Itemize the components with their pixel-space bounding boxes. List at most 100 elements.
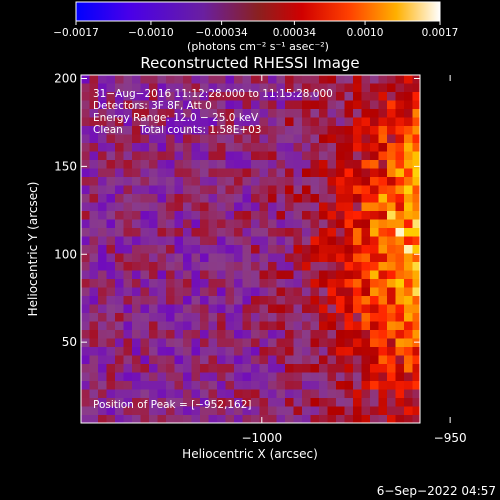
- heatmap-cell: [251, 415, 260, 423]
- heatmap-cell: [191, 253, 201, 263]
- heatmap-cell: [140, 372, 150, 382]
- heatmap-cell: [81, 92, 90, 101]
- heatmap-cell: [149, 143, 158, 152]
- heatmap-cell: [268, 253, 277, 263]
- heatmap-cell: [268, 389, 277, 399]
- heatmap-cell: [174, 202, 184, 212]
- heatmap-cell: [234, 117, 243, 127]
- heatmap-cell: [157, 347, 167, 356]
- heatmap-cell: [412, 83, 420, 93]
- heatmap-cell: [268, 168, 277, 178]
- heatmap-cell: [89, 211, 99, 220]
- heatmap-cell: [276, 389, 286, 399]
- heatmap-cell: [336, 143, 345, 152]
- heatmap-cell: [404, 211, 413, 220]
- heatmap-cell: [302, 245, 311, 254]
- heatmap-cell: [183, 321, 192, 331]
- heatmap-cell: [183, 372, 192, 382]
- heatmap-cell: [327, 134, 337, 144]
- heatmap-cell: [302, 270, 311, 280]
- heatmap-cell: [115, 126, 124, 135]
- heatmap-cell: [276, 151, 286, 161]
- heatmap-cell: [123, 253, 133, 263]
- heatmap-cell: [242, 253, 252, 263]
- heatmap-cell: [268, 194, 277, 203]
- heatmap-cell: [395, 279, 405, 288]
- heatmap-cell: [234, 347, 243, 356]
- heatmap-cell: [242, 270, 252, 280]
- heatmap-cell: [174, 406, 184, 416]
- heatmap-cell: [242, 228, 252, 237]
- heatmap-cell: [98, 211, 107, 220]
- heatmap-cell: [344, 347, 354, 356]
- heatmap-cell: [293, 347, 303, 356]
- heatmap-cell: [191, 100, 201, 110]
- heatmap-cell: [234, 304, 243, 314]
- heatmap-cell: [166, 202, 175, 212]
- heatmap-cell: [293, 245, 303, 254]
- heatmap-cell: [310, 83, 320, 93]
- heatmap-cell: [81, 304, 90, 314]
- heatmap-cell: [166, 296, 175, 305]
- heatmap-cell: [268, 219, 277, 229]
- heatmap-cell: [200, 381, 209, 390]
- heatmap-cell: [123, 75, 133, 84]
- heatmap-cell: [183, 168, 192, 178]
- heatmap-cell: [378, 389, 388, 399]
- heatmap-cell: [327, 313, 337, 322]
- heatmap-cell: [174, 117, 184, 127]
- heatmap-cell: [200, 134, 209, 144]
- heatmap-cell: [81, 287, 90, 297]
- heatmap-cell: [123, 262, 133, 271]
- heatmap-cell: [140, 236, 150, 246]
- heatmap-cell: [81, 143, 90, 152]
- heatmap-cell: [319, 372, 328, 382]
- heatmap-cell: [115, 194, 124, 203]
- heatmap-cell: [140, 92, 150, 101]
- heatmap-cell: [200, 253, 209, 263]
- heatmap-cell: [370, 109, 379, 118]
- heatmap-cell: [217, 211, 226, 220]
- heatmap-cell: [361, 202, 371, 212]
- heatmap-cell: [276, 296, 286, 305]
- heatmap-cell: [98, 296, 107, 305]
- heatmap-cell: [242, 177, 252, 186]
- heatmap-cell: [404, 151, 413, 161]
- heatmap-cell: [234, 270, 243, 280]
- heatmap-cell: [140, 245, 150, 254]
- heatmap-cell: [353, 313, 362, 322]
- heatmap-cell: [89, 313, 99, 322]
- heatmap-cell: [225, 364, 235, 373]
- heatmap-cell: [395, 143, 405, 152]
- heatmap-cell: [310, 211, 320, 220]
- heatmap-cell: [344, 160, 354, 169]
- heatmap-cell: [98, 194, 107, 203]
- heatmap-cell: [319, 287, 328, 297]
- heatmap-cell: [225, 202, 235, 212]
- heatmap-cell: [404, 160, 413, 169]
- heatmap-cell: [276, 160, 286, 169]
- heatmap-cell: [234, 245, 243, 254]
- heatmap-cell: [174, 364, 184, 373]
- heatmap-cell: [183, 134, 192, 144]
- heatmap-cell: [412, 415, 420, 423]
- heatmap-cell: [234, 211, 243, 220]
- heatmap-cell: [242, 355, 252, 365]
- heatmap-cell: [370, 415, 379, 423]
- heatmap-cell: [412, 321, 420, 331]
- heatmap-cell: [353, 228, 362, 237]
- heatmap-cell: [293, 279, 303, 288]
- heatmap-cell: [319, 398, 328, 407]
- heatmap-cell: [106, 160, 116, 169]
- heatmap-cell: [327, 415, 337, 423]
- heatmap-cell: [387, 245, 396, 254]
- heatmap-cell: [412, 253, 420, 263]
- heatmap-cell: [361, 415, 371, 423]
- heatmap-cell: [123, 177, 133, 186]
- heatmap-cell: [251, 381, 260, 390]
- heatmap-cell: [81, 75, 90, 84]
- heatmap-cell: [106, 296, 116, 305]
- heatmap-cell: [149, 202, 158, 212]
- heatmap-cell: [106, 194, 116, 203]
- heatmap-cell: [242, 202, 252, 212]
